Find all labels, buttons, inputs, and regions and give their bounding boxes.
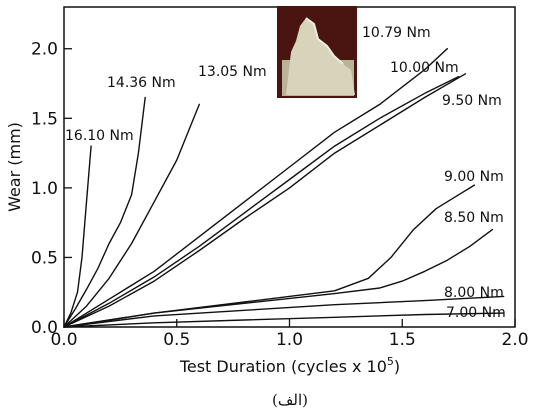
series-line: [63, 96, 146, 328]
x-axis-label-main: Test Duration (cycles x 10: [179, 357, 387, 376]
y-axis-label: Wear (mm): [5, 122, 24, 212]
x-tick-label: 1.0: [276, 330, 303, 350]
series-line: [63, 48, 448, 328]
series-label: 14.36 Nm: [107, 75, 176, 91]
y-tick-label: 0.5: [31, 248, 58, 268]
series-line: [63, 228, 494, 328]
x-tick-label: 0.5: [163, 330, 190, 350]
series-line: [63, 145, 92, 328]
series-line: [63, 103, 201, 328]
x-tick-label: 2.0: [501, 330, 528, 350]
series-label: 16.10 Nm: [65, 128, 134, 144]
series-line: [63, 312, 505, 328]
series-line: [63, 73, 467, 328]
series-lines: [63, 48, 505, 328]
series-label: 8.00 Nm: [444, 285, 504, 301]
series-labels: 16.10 Nm 14.36 Nm 13.05 Nm 10.79 Nm 10.00 Nm…: [65, 25, 506, 321]
axis-ticks: 0.0 0.5 1.0 1.5 2.0 0.0 0.5 1.0 1.5 2.0: [31, 40, 529, 350]
series-label: 10.00 Nm: [390, 60, 459, 76]
figure-caption: (الف): [272, 391, 308, 409]
series-line: [63, 295, 505, 328]
series-label: 9.00 Nm: [444, 169, 504, 185]
x-tick-label: 1.5: [389, 330, 416, 350]
y-tick-label: 0.0: [31, 318, 58, 338]
y-tick-label: 2.0: [31, 40, 58, 60]
specimen-photo: [277, 6, 357, 98]
series-label: 10.79 Nm: [362, 25, 431, 41]
series-label: 7.00 Nm: [446, 305, 506, 321]
x-axis-label-exponent: 5: [387, 355, 394, 368]
series-label: 9.50 Nm: [442, 93, 502, 109]
x-axis-label: Test Duration (cycles x 105): [179, 355, 400, 376]
x-tick-label: 0.0: [50, 330, 77, 350]
series-line: [63, 75, 460, 328]
y-tick-label: 1.0: [31, 179, 58, 199]
series-label: 13.05 Nm: [198, 64, 267, 80]
y-tick-label: 1.5: [31, 109, 58, 129]
x-axis-label-end: ): [394, 357, 400, 376]
series-line: [63, 184, 476, 328]
series-label: 8.50 Nm: [444, 210, 504, 226]
